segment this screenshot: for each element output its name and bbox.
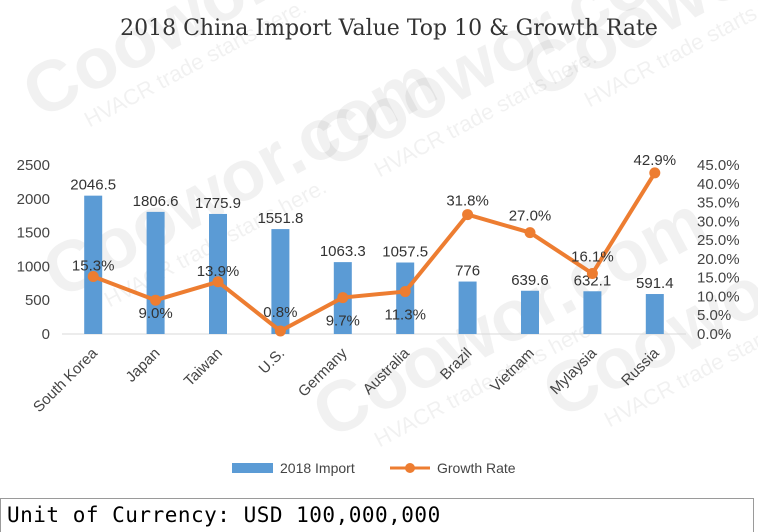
category-label: U.S.: [256, 345, 289, 378]
right-tick-label: 30.0%: [697, 213, 740, 230]
category-label: Japan: [123, 345, 164, 386]
growth-data-label: 9.0%: [138, 305, 172, 322]
left-tick-label: 1500: [17, 225, 50, 242]
right-axis: 0.0% 5.0% 10.0%15.0% 20.0% 25.0% 30.0%35.0% 40…: [697, 157, 740, 343]
line-series: 15.3% 9.0% 13.9% 0.8% 9.7% 11.3% 31.8% 27.0% 16.…: [72, 152, 676, 337]
bar: [146, 211, 165, 334]
category-label: Taiwan: [181, 345, 226, 390]
right-tick-label: 5.0%: [697, 307, 731, 324]
bar-data-label: 1057.5: [382, 244, 428, 261]
growth-point: [274, 325, 286, 337]
bar: [84, 195, 103, 334]
bar: [458, 281, 477, 334]
bar-data-label: 1775.9: [195, 195, 241, 212]
right-tick-label: 40.0%: [697, 176, 740, 193]
left-tick-label: 500: [25, 292, 50, 309]
growth-data-label: 13.9%: [197, 263, 240, 280]
growth-data-label: 27.0%: [509, 208, 552, 225]
bar-data-label: 1551.8: [257, 210, 303, 227]
bar-data-label: 591.4: [636, 275, 674, 292]
currency-footer: Unit of Currency: USD 100,000,000: [0, 498, 754, 532]
left-tick-label: 0: [42, 326, 50, 343]
bar-data-label: 632.1: [574, 272, 612, 289]
growth-point: [87, 271, 99, 283]
growth-data-label: 16.1%: [571, 249, 614, 266]
right-tick-label: 25.0%: [697, 232, 740, 249]
growth-point: [586, 268, 598, 280]
growth-point: [524, 227, 536, 239]
chart-title: 2018 China Import Value Top 10 & Growth …: [120, 16, 658, 41]
legend-swatch-import: [232, 463, 273, 473]
bar: [271, 229, 290, 334]
growth-data-label: 0.8%: [263, 304, 297, 321]
growth-data-label: 9.7%: [326, 313, 360, 330]
growth-point: [150, 294, 162, 306]
growth-data-label: 15.3%: [72, 258, 115, 275]
right-tick-label: 45.0%: [697, 157, 740, 174]
left-tick-label: 2500: [17, 157, 50, 174]
growth-point: [399, 286, 411, 298]
category-label: South Korea: [30, 344, 101, 415]
legend-label-import: 2018 Import: [280, 460, 355, 476]
right-tick-label: 20.0%: [697, 251, 740, 268]
growth-point: [462, 209, 474, 221]
bar: [521, 290, 539, 334]
bar-data-label: 776: [455, 263, 480, 280]
growth-data-label: 42.9%: [634, 152, 677, 169]
right-tick-label: 10.0%: [697, 288, 740, 305]
legend-label-growth: Growth Rate: [437, 460, 516, 476]
right-tick-label: 15.0%: [697, 270, 740, 287]
left-axis: 0 500 1000 1500 2000 2500: [17, 157, 686, 343]
bar-data-label: 2046.5: [70, 177, 116, 194]
growth-line: [92, 171, 657, 333]
right-tick-label: 0.0%: [697, 326, 731, 343]
bar-data-label: 639.6: [511, 272, 549, 289]
bar-data-label: 1806.6: [133, 193, 179, 210]
growth-point: [649, 167, 661, 179]
bar: [583, 291, 602, 334]
growth-point: [212, 276, 224, 288]
legend-marker-growth: [405, 463, 415, 473]
bar-data-label: 1063.3: [320, 243, 366, 260]
growth-data-label: 11.3%: [384, 307, 425, 324]
bar-series: 2046.5 1806.6 1775.9 1551.8 1063.3 1057.5 776 6…: [70, 177, 674, 334]
legend: 2018 Import Growth Rate: [232, 460, 516, 476]
right-tick-label: 35.0%: [697, 195, 740, 212]
bar: [396, 262, 415, 334]
bar: [645, 294, 664, 334]
growth-data-label: 31.8%: [446, 193, 489, 210]
growth-point: [337, 292, 349, 304]
left-tick-label: 2000: [17, 191, 50, 208]
bar: [209, 213, 227, 334]
left-tick-label: 1000: [17, 258, 50, 275]
currency-note: Unit of Currency: USD 100,000,000: [7, 503, 441, 527]
